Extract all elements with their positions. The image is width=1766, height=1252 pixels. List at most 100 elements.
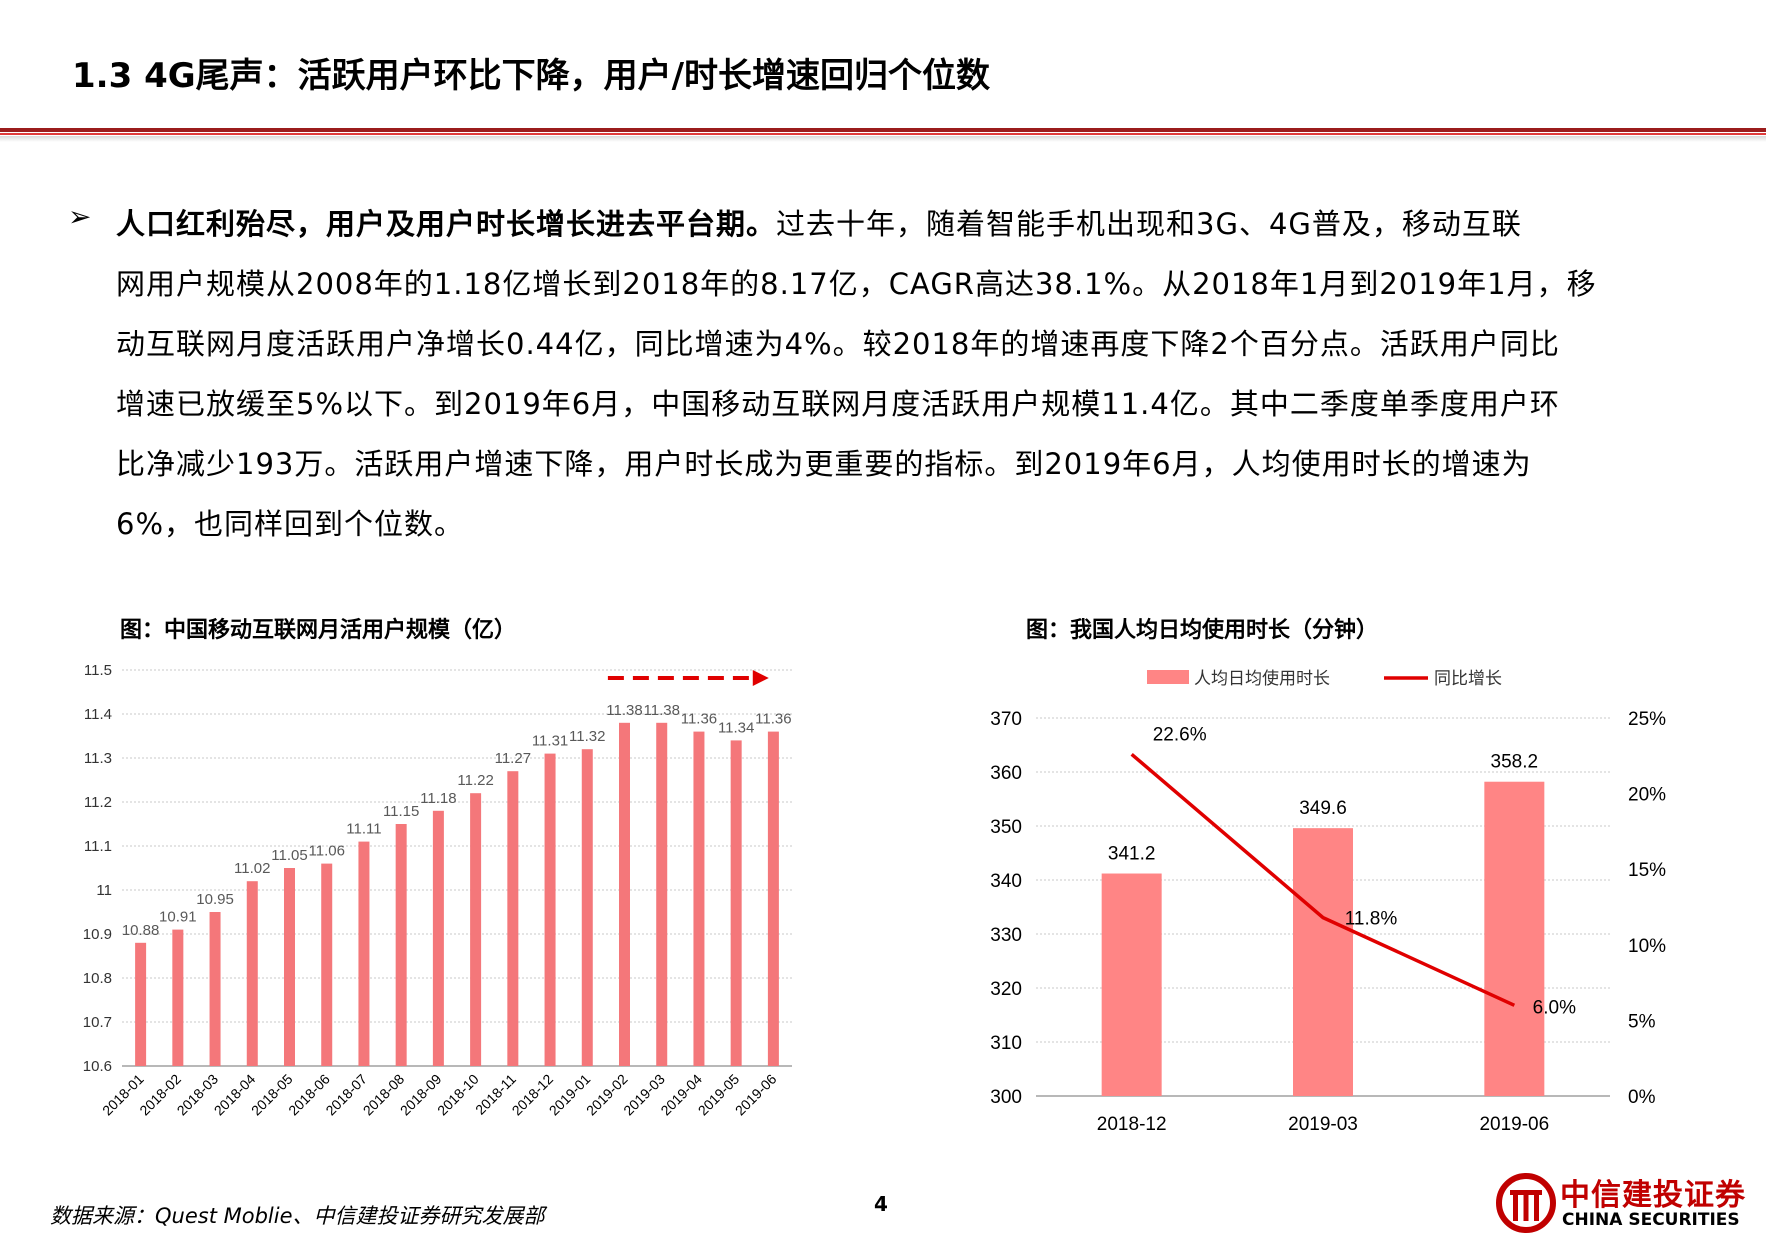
left-bar [209, 912, 221, 1066]
left-y-tick-label: 10.9 [83, 926, 112, 943]
left-bar-value-label: 11.38 [606, 702, 642, 719]
growth-line-value-label: 6.0% [1533, 997, 1576, 1018]
trend-arrow-head-icon [752, 670, 769, 686]
left-y-tick-label: 11.4 [84, 706, 112, 723]
right-x-tick-label: 2018-12 [1097, 1114, 1167, 1135]
body-line-1-text: 过去十年，随着智能手机出现和3G、4G普及，移动互联 [776, 207, 1522, 241]
right-y-right-tick-label: 10% [1628, 936, 1666, 957]
right-x-tick-label: 2019-06 [1479, 1114, 1549, 1135]
left-y-tick-label: 11.2 [84, 794, 112, 811]
left-bar [767, 731, 779, 1066]
right-y-right-tick-label: 15% [1628, 860, 1666, 881]
left-bar [730, 740, 742, 1066]
left-x-tick-label: 2019-06 [732, 1071, 780, 1119]
left-bar [581, 749, 593, 1066]
right-y-right-tick-label: 20% [1628, 785, 1666, 806]
left-bar-value-label: 11.36 [755, 711, 791, 728]
body-line-4: 增速已放缓至5%以下。到2019年6月，中国移动互联网月度活跃用户规模11.4亿… [116, 387, 1560, 421]
left-bar-value-label: 11.31 [532, 733, 568, 750]
left-bar-value-label: 11.34 [718, 719, 754, 736]
company-logo: 中信建投证券 CHINA SECURITIES [1496, 1170, 1745, 1236]
left-bar [693, 731, 705, 1066]
logo-text-cn: 中信建投证券 [1560, 1178, 1746, 1213]
title-divider-shadow [0, 136, 1766, 142]
legend-bar-swatch [1147, 670, 1189, 684]
left-y-tick-label: 11.1 [84, 838, 112, 855]
right-chart-title: 图：我国人均日均使用时长（分钟） [1026, 618, 1379, 643]
right-y-left-tick-label: 310 [990, 1033, 1022, 1054]
left-bar [470, 793, 482, 1066]
body-lead: 人口红利殆尽，用户及用户时长增长进去平台期。 [116, 207, 777, 241]
bullet-arrow-icon: ➢ [68, 200, 92, 233]
data-source: 数据来源：Quest Moblie、中信建投证券研究发展部 [50, 1204, 545, 1228]
left-bar-value-label: 10.91 [159, 909, 197, 926]
left-bar-value-label: 11.11 [346, 821, 381, 838]
left-bar-value-label: 11.02 [234, 860, 270, 877]
logo-emblem-icon [1496, 1173, 1556, 1233]
left-bar [135, 942, 147, 1066]
growth-line [1130, 752, 1516, 1007]
right-bar [1101, 873, 1162, 1096]
left-bar-value-label: 11.06 [309, 843, 345, 860]
left-bar [432, 810, 444, 1066]
left-bar [544, 753, 556, 1066]
page-title: 1.3 4G尾声：活跃用户环比下降，用户/时长增速回归个位数 [72, 56, 991, 96]
title-divider [0, 128, 1766, 132]
growth-line-value-label: 22.6% [1153, 724, 1207, 745]
left-bar [172, 929, 184, 1066]
left-bar [321, 863, 333, 1066]
right-x-tick-label: 2019-03 [1288, 1114, 1358, 1135]
body-line-6: 6%，也同样回到个位数。 [116, 507, 465, 541]
right-y-left-tick-label: 320 [990, 979, 1022, 1000]
left-bar-value-label: 11.36 [681, 711, 717, 728]
right-bar-value-label: 341.2 [1108, 844, 1156, 865]
left-y-tick-label: 10.8 [83, 970, 112, 987]
right-y-right-tick-label: 5% [1628, 1011, 1656, 1032]
left-bar [619, 722, 630, 1066]
body-line-5: 比净减少193万。活跃用户增速下降，用户时长成为更重要的指标。到2019年6月，… [116, 447, 1532, 481]
left-bar-value-label: 11.32 [569, 728, 605, 745]
left-bar-value-label: 10.88 [122, 922, 160, 939]
left-bar-value-label: 10.95 [196, 891, 234, 908]
right-bar-value-label: 358.2 [1491, 752, 1539, 773]
legend-bar-label: 人均日均使用时长 [1194, 668, 1330, 688]
left-y-tick-label: 11.3 [84, 750, 112, 767]
left-bar-value-label: 11.15 [383, 803, 419, 820]
growth-line-value-label: 11.8% [1345, 909, 1398, 930]
left-y-tick-label: 10.7 [83, 1014, 112, 1031]
left-x-tick-label: 2018-10 [434, 1071, 482, 1119]
page-number: 4 [874, 1192, 888, 1216]
right-y-right-tick-label: 25% [1628, 709, 1666, 730]
left-y-tick-label: 10.6 [83, 1058, 112, 1075]
left-bar-value-label: 11.38 [644, 702, 680, 719]
left-bar-value-label: 11.18 [420, 790, 456, 807]
right-y-left-tick-label: 330 [990, 925, 1022, 946]
right-y-left-tick-label: 360 [990, 763, 1022, 784]
left-bar [507, 771, 519, 1066]
right-bar [1484, 781, 1545, 1096]
left-chart-title: 图：中国移动互联网月活用户规模（亿） [120, 618, 517, 643]
left-bar [284, 868, 295, 1066]
right-bar [1293, 828, 1353, 1096]
right-y-left-tick-label: 340 [990, 871, 1022, 892]
right-bar-value-label: 349.6 [1299, 798, 1347, 819]
body-line-1: 人口红利殆尽，用户及用户时长增长进去平台期。过去十年，随着智能手机出现和3G、4… [116, 194, 1698, 254]
right-y-left-tick-label: 370 [990, 709, 1022, 730]
right-y-right-tick-label: 0% [1628, 1087, 1656, 1108]
left-y-tick-label: 11.5 [84, 662, 112, 679]
left-bar [395, 824, 407, 1066]
body-paragraph: 人口红利殆尽，用户及用户时长增长进去平台期。过去十年，随着智能手机出现和3G、4… [116, 194, 1698, 554]
left-bar-value-label: 11.05 [271, 847, 307, 864]
left-bar-value-label: 11.22 [457, 772, 493, 789]
left-bar [246, 881, 258, 1066]
left-bar [358, 841, 370, 1066]
left-bar-value-label: 11.27 [495, 750, 531, 767]
right-y-left-tick-label: 350 [990, 817, 1022, 838]
title-divider-accent [0, 133, 1766, 135]
body-line-2: 网用户规模从2008年的1.18亿增长到2018年的8.17亿，CAGR高达38… [116, 267, 1597, 301]
body-line-3: 动互联网月度活跃用户净增长0.44亿，同比增速为4%。较2018年的增速再度下降… [116, 327, 1560, 361]
left-bar [656, 722, 668, 1066]
right-y-left-tick-label: 300 [990, 1087, 1022, 1108]
legend-line-label: 同比增长 [1434, 669, 1502, 688]
